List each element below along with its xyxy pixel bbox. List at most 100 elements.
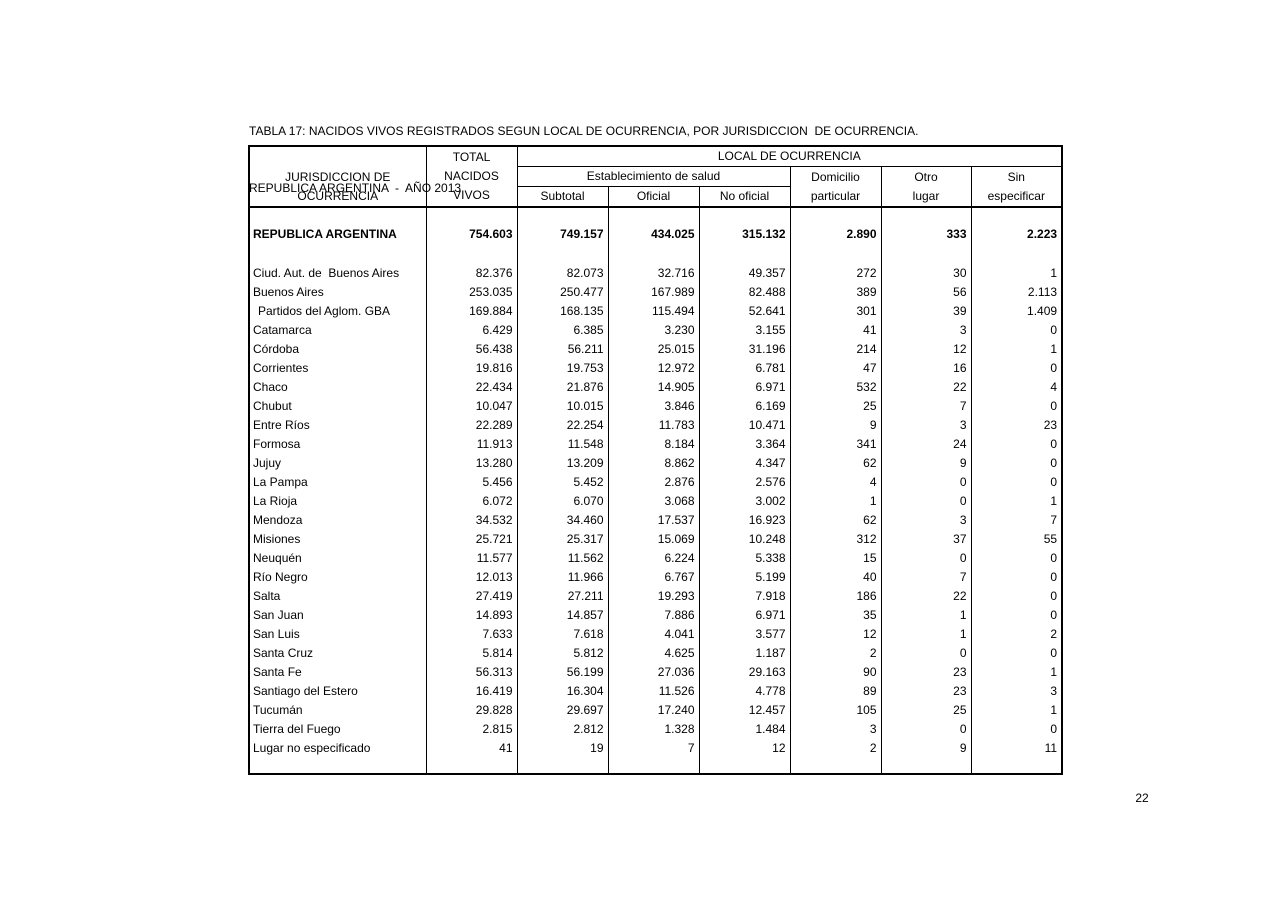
cell-oficial: 167.989	[607, 283, 699, 302]
cell-subtotal: 11.562	[516, 549, 608, 568]
row-label: Santa Cruz	[253, 646, 314, 660]
cell-sin-especificar: 0	[970, 549, 1063, 568]
cell-otro-lugar: 12	[880, 340, 971, 359]
table-row: Chubut 10.047 10.015 3.846 6.169 25 7 0	[249, 397, 1063, 416]
row-label: Entre Ríos	[253, 418, 310, 432]
row-label: La Rioja	[253, 494, 298, 508]
column-header-otro-lugar: Otro lugar	[880, 166, 972, 208]
cell-domicilio: 301	[789, 302, 881, 321]
cell-domicilio: 47	[789, 359, 881, 378]
cell-sin-especificar: 0	[970, 435, 1063, 454]
cell-total-nacidos: 22.434	[425, 378, 517, 397]
cell-total-nacidos: 56.438	[425, 340, 517, 359]
cell-subtotal: 22.254	[516, 416, 608, 435]
cell-domicilio: 272	[789, 264, 881, 283]
row-label: Chubut	[253, 399, 292, 413]
cell-oficial: 8.862	[607, 454, 699, 473]
row-label: Río Negro	[253, 570, 308, 584]
table-row: Córdoba 56.438 56.211 25.015 31.196 214 12 1	[249, 340, 1063, 359]
cell-total-nacidos: 5.456	[425, 473, 517, 492]
cell-no-oficial: 16.923	[698, 511, 790, 530]
cell-subtotal: 34.460	[516, 511, 608, 530]
cell-total-nacidos: 6.072	[425, 492, 517, 511]
cell-sin-especificar: 11	[970, 739, 1063, 758]
cell-subtotal: 11.966	[516, 568, 608, 587]
cell-oficial: 19.293	[607, 587, 699, 606]
cell-oficial: 11.526	[607, 682, 699, 701]
cell-otro-lugar: 24	[880, 435, 971, 454]
table-row: Neuquén 11.577 11.562 6.224 5.338 15 0 0	[249, 549, 1063, 568]
cell-domicilio: 312	[789, 530, 881, 549]
cell-subtotal: 11.548	[516, 435, 608, 454]
cell-total-nacidos: 13.280	[425, 454, 517, 473]
cell-domicilio: 186	[789, 587, 881, 606]
cell-otro-lugar: 37	[880, 530, 971, 549]
cell-otro-lugar: 1	[880, 625, 971, 644]
cell-subtotal: 10.015	[516, 397, 608, 416]
cell-no-oficial: 5.199	[698, 568, 790, 587]
cell-otro-lugar: 9	[880, 454, 971, 473]
cell-total-nacidos: 6.429	[425, 321, 517, 340]
cell-sin-especificar: 1	[970, 492, 1063, 511]
cell-oficial: 32.716	[607, 264, 699, 283]
column-header-domicilio-line2: particular	[810, 188, 861, 203]
cell-total-nacidos: 11.577	[425, 549, 517, 568]
cell-no-oficial: 315.132	[698, 225, 790, 244]
row-label: Tierra del Fuego	[253, 722, 341, 736]
cell-oficial: 115.494	[607, 302, 699, 321]
cell-otro-lugar: 25	[880, 701, 971, 720]
cell-sin-especificar: 23	[970, 416, 1063, 435]
cell-domicilio: 15	[789, 549, 881, 568]
column-header-jurisdiccion-line2: OCURRENCIA	[297, 189, 379, 203]
cell-sin-especificar: 0	[970, 720, 1063, 739]
column-header-jurisdiccion: JURISDICCION DE OCURRENCIA	[248, 145, 427, 208]
cell-sin-especificar: 0	[970, 568, 1063, 587]
column-header-sin-line2: especificar	[987, 188, 1045, 203]
cell-no-oficial: 4.778	[698, 682, 790, 701]
cell-sin-especificar: 1	[970, 701, 1063, 720]
cell-otro-lugar: 23	[880, 682, 971, 701]
cell-otro-lugar: 16	[880, 359, 971, 378]
row-label: Corrientes	[253, 361, 309, 375]
cell-total-nacidos: 12.013	[425, 568, 517, 587]
cell-oficial: 17.240	[607, 701, 699, 720]
page-number: 22	[1135, 791, 1149, 805]
table-row: Chaco 22.434 21.876 14.905 6.971 532 22 4	[249, 378, 1063, 397]
cell-sin-especificar: 0	[970, 587, 1063, 606]
cell-sin-especificar: 1.409	[970, 302, 1063, 321]
table-row: Entre Ríos 22.289 22.254 11.783 10.471 9 3 23	[249, 416, 1063, 435]
cell-subtotal: 21.876	[516, 378, 608, 397]
cell-oficial: 6.224	[607, 549, 699, 568]
cell-no-oficial: 3.002	[698, 492, 790, 511]
cell-no-oficial: 82.488	[698, 283, 790, 302]
cell-domicilio: 62	[789, 511, 881, 530]
row-label: San Luis	[253, 627, 300, 641]
cell-no-oficial: 10.248	[698, 530, 790, 549]
cell-domicilio: 9	[789, 416, 881, 435]
spacer-row	[249, 758, 1063, 774]
cell-no-oficial: 3.155	[698, 321, 790, 340]
cell-no-oficial: 3.364	[698, 435, 790, 454]
cell-domicilio: 41	[789, 321, 881, 340]
group-header-establecimiento-de-salud: Establecimiento de salud	[516, 166, 791, 187]
table-row: Salta 27.419 27.211 19.293 7.918 186 22 0	[249, 587, 1063, 606]
row-label: Neuquén	[253, 551, 302, 565]
cell-sin-especificar: 0	[970, 473, 1063, 492]
cell-oficial: 17.537	[607, 511, 699, 530]
cell-total-nacidos: 27.419	[425, 587, 517, 606]
cell-domicilio: 12	[789, 625, 881, 644]
spacer-row	[249, 244, 1063, 264]
row-label: Ciud. Aut. de Buenos Aires	[253, 266, 400, 280]
cell-otro-lugar: 9	[880, 739, 971, 758]
table-row: Catamarca 6.429 6.385 3.230 3.155 41 3 0	[249, 321, 1063, 340]
cell-no-oficial: 10.471	[698, 416, 790, 435]
cell-sin-especificar: 1	[970, 663, 1063, 682]
cell-oficial: 2.876	[607, 473, 699, 492]
cell-otro-lugar: 3	[880, 321, 971, 340]
cell-oficial: 3.846	[607, 397, 699, 416]
column-header-otro-line2: lugar	[912, 188, 940, 203]
cell-total-nacidos: 56.313	[425, 663, 517, 682]
cell-domicilio: 35	[789, 606, 881, 625]
row-label: Mendoza	[253, 513, 303, 527]
